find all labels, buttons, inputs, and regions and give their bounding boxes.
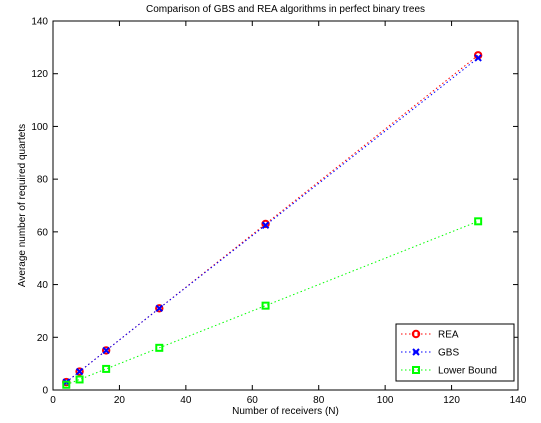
data-point-rea: [261, 219, 270, 229]
x-axis-ticks: 0 20 40 60 80 100 120 140: [50, 21, 527, 406]
legend-marker-rea: [411, 329, 421, 339]
legend: REA GBS Lower Bound: [395, 323, 515, 382]
legend-marker-lower-bound: [412, 366, 420, 374]
x-tick-label: 80: [313, 395, 325, 406]
data-point-lower-bound: [155, 343, 164, 352]
y-tick-label: 20: [37, 333, 49, 344]
series-line-lower-bound: [66, 220, 479, 386]
data-point-lower-bound: [75, 375, 84, 384]
data-point-gbs: [102, 346, 110, 355]
x-tick-label: 60: [247, 395, 259, 406]
data-point-rea: [101, 346, 111, 355]
data-point-gbs: [474, 54, 482, 62]
data-point-lower-bound: [102, 364, 111, 373]
series-layer: [62, 51, 483, 389]
y-tick-label: 80: [37, 175, 49, 186]
chart-title: Comparison of GBS and REA algorithms in …: [146, 4, 425, 15]
data-point-rea: [75, 367, 84, 376]
x-tick-label: 40: [180, 395, 192, 406]
x-axis-label: Number of receivers (N): [232, 406, 339, 417]
data-point-rea: [155, 304, 164, 313]
x-tick-label: 100: [377, 395, 394, 406]
x-tick-label: 140: [510, 395, 527, 406]
legend-label-lower-bound: Lower Bound: [438, 366, 497, 377]
y-tick-label: 100: [31, 122, 48, 133]
y-tick-label: 40: [37, 280, 49, 291]
y-tick-label: 60: [37, 227, 49, 238]
data-point-gbs: [75, 367, 84, 376]
data-point-lower-bound: [62, 380, 71, 389]
y-tick-label: 0: [42, 386, 48, 397]
data-point-gbs: [155, 304, 163, 312]
y-axis-label: Average number of required quartets: [17, 124, 28, 287]
legend-label-gbs: GBS: [438, 348, 459, 359]
x-tick-label: 0: [50, 395, 56, 406]
legend-label-rea: REA: [438, 330, 459, 341]
y-axis-ticks: 0 20 40 60 80 100 120 140: [31, 17, 518, 397]
data-point-gbs: [261, 221, 270, 229]
data-point-lower-bound: [474, 217, 483, 226]
x-tick-label: 20: [114, 395, 126, 406]
legend-marker-gbs: [412, 348, 420, 356]
data-point-lower-bound: [261, 301, 270, 310]
series-line-gbs: [65, 57, 479, 383]
x-tick-label: 120: [443, 395, 460, 406]
y-tick-label: 120: [31, 69, 48, 80]
y-tick-label: 140: [31, 17, 48, 28]
